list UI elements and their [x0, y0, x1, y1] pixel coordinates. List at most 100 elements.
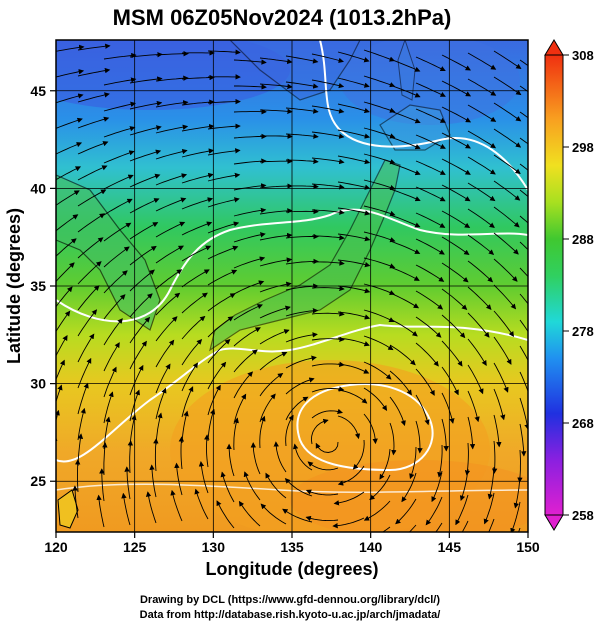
streamline — [311, 209, 345, 215]
streamline — [519, 189, 528, 198]
streamline — [493, 336, 512, 365]
streamline — [337, 259, 371, 268]
taiwan-land — [57, 489, 79, 529]
streamline — [389, 214, 421, 228]
streamline — [415, 290, 444, 310]
x-axis-ticks: 120 125 130 135 140 145 150 — [44, 532, 540, 555]
streamline — [103, 294, 126, 320]
streamline — [401, 472, 417, 503]
streamline — [519, 267, 528, 278]
streamline — [493, 362, 509, 393]
streamline — [77, 285, 100, 311]
streamline — [415, 82, 446, 97]
streamline — [207, 316, 234, 338]
contour-line — [56, 208, 528, 323]
streamline — [103, 366, 117, 398]
streamline — [129, 269, 155, 292]
streamline — [337, 129, 371, 139]
streamline — [435, 522, 443, 532]
streamline — [493, 232, 519, 255]
streamline — [285, 81, 319, 89]
streamline — [56, 435, 58, 442]
streamline — [243, 471, 261, 501]
streamline — [181, 315, 206, 340]
streamline — [77, 382, 89, 415]
streamline — [72, 485, 79, 519]
colorbar-tick-label: 308 — [572, 48, 594, 63]
x-tick-label: 120 — [44, 539, 68, 555]
streamline — [233, 183, 267, 191]
streamline — [233, 280, 265, 295]
streamline — [519, 371, 528, 403]
streamline — [493, 76, 522, 96]
credit-line-2: Data from http://database.rish.kyoto-u.a… — [140, 609, 441, 621]
streamline — [155, 316, 178, 342]
streamline — [121, 492, 131, 526]
streamline — [415, 186, 446, 202]
streamline — [292, 443, 313, 471]
streamline — [519, 59, 528, 67]
streamline — [389, 110, 421, 124]
streamline — [363, 413, 378, 445]
streamline — [363, 387, 388, 411]
streamline — [415, 394, 430, 426]
streamline — [337, 415, 361, 440]
streamline — [415, 108, 446, 123]
streamline — [467, 312, 490, 338]
streamline — [311, 285, 345, 292]
streamline — [155, 124, 189, 134]
streamline — [181, 221, 213, 236]
streamline — [155, 100, 189, 108]
streamline — [337, 155, 371, 165]
streamline — [369, 474, 391, 501]
streamline — [363, 49, 395, 62]
colorbar-tick-label: 278 — [572, 324, 594, 339]
streamline — [259, 133, 293, 139]
streamline — [467, 260, 494, 283]
streamline — [363, 335, 394, 351]
streamline — [233, 232, 266, 243]
streamline — [409, 446, 417, 480]
colorbar-tick-label: 298 — [572, 140, 594, 155]
streamline — [56, 142, 83, 155]
streamline — [467, 338, 487, 366]
streamline — [389, 318, 418, 337]
streamline — [337, 103, 370, 114]
streamline — [233, 304, 263, 321]
streamline — [181, 99, 215, 106]
streamline — [311, 131, 345, 139]
x-tick-label: 130 — [202, 539, 226, 555]
streamline — [488, 518, 495, 532]
wind-streamlines — [56, 43, 528, 532]
streamline — [129, 293, 153, 318]
streamline — [220, 471, 235, 503]
streamline — [389, 266, 420, 281]
streamline — [305, 515, 339, 522]
streamline — [519, 111, 528, 119]
streamline — [415, 368, 435, 396]
streamline — [363, 75, 396, 88]
sakhalin-land — [397, 40, 416, 101]
streamline — [103, 391, 114, 424]
streamline — [155, 221, 186, 238]
streamline — [337, 465, 365, 486]
streamline — [238, 500, 261, 527]
streamline — [363, 101, 396, 113]
streamline — [363, 153, 396, 165]
streamline — [77, 237, 104, 259]
streamline — [56, 359, 65, 381]
streamline — [493, 128, 522, 148]
streamline — [519, 319, 528, 333]
streamline — [77, 213, 106, 233]
streamline — [415, 316, 442, 338]
streamline — [363, 309, 395, 323]
streamline — [441, 236, 470, 256]
map-title: MSM 06Z05Nov2024 (1013.2hPa) — [113, 5, 452, 30]
streamline — [389, 422, 397, 456]
streamline — [77, 309, 98, 337]
streamline — [337, 363, 370, 374]
streamline — [315, 441, 339, 453]
streamline — [260, 503, 287, 525]
streamline — [155, 269, 183, 290]
streamline — [311, 105, 345, 114]
